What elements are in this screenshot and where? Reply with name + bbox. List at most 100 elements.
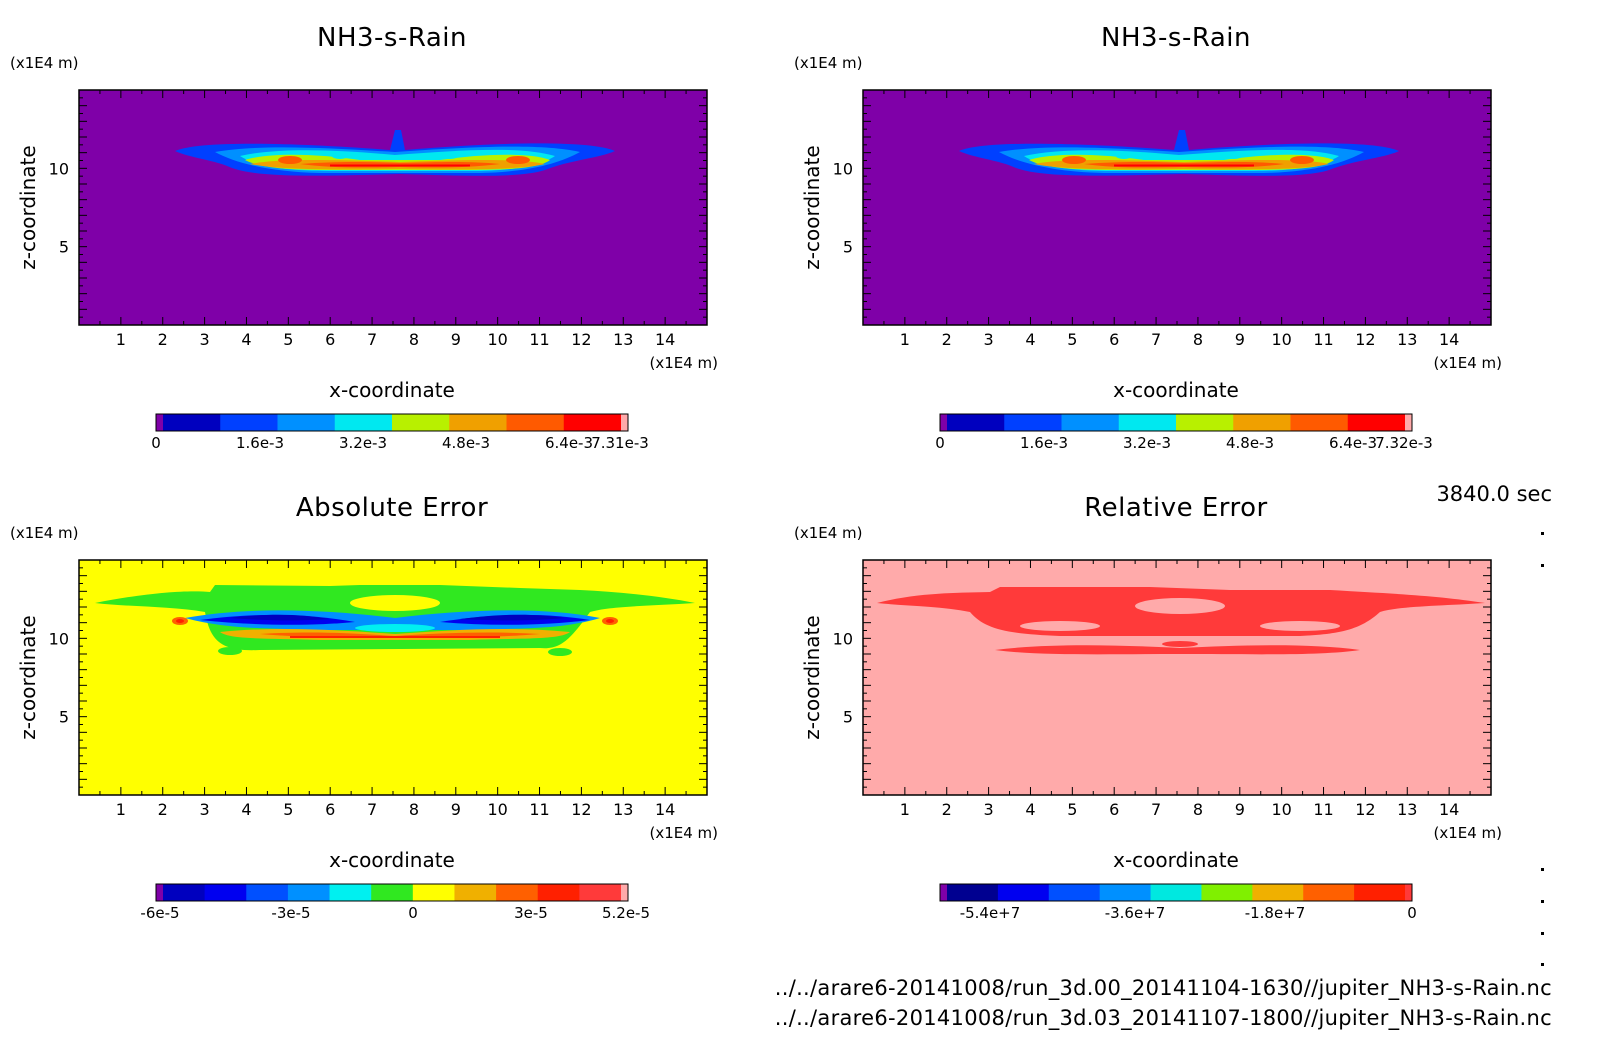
- colorbar-tick-label: 0: [935, 434, 945, 452]
- colorbar-tick-label: 1.6e-3: [1020, 434, 1068, 452]
- colorbar-swatch: [454, 884, 497, 901]
- x-tick-label: 12: [1355, 330, 1375, 349]
- y-axis-label: z-coordinate: [16, 145, 40, 269]
- x-tick-label: 7: [1151, 800, 1161, 819]
- x-tick-label: 8: [1193, 800, 1203, 819]
- decor-dot: [1541, 564, 1544, 567]
- x-tick-label: 4: [1025, 330, 1035, 349]
- y-tick-label: 10: [49, 629, 69, 648]
- x-tick-label: 11: [1313, 800, 1333, 819]
- y-tick-label: 5: [843, 238, 853, 257]
- colorbar-swatch: [1048, 884, 1101, 901]
- x-tick-label: 6: [1109, 330, 1119, 349]
- colorbar-swatch: [1405, 884, 1413, 901]
- colorbar-swatch: [621, 414, 629, 431]
- colorbar-tick-label: 0: [408, 904, 418, 922]
- colorbar-swatch: [1252, 884, 1304, 901]
- cloud-contour: [1226, 153, 1242, 159]
- decor-dot: [1541, 900, 1544, 903]
- colorbar-tick-label: 0: [1407, 904, 1417, 922]
- cloud-contour: [1114, 164, 1254, 167]
- y-tick-label: 5: [843, 708, 853, 727]
- x-axis-label: x-coordinate: [329, 848, 455, 872]
- cloud-contour: [442, 153, 458, 159]
- x-tick-label: 9: [451, 330, 461, 349]
- error-contour: [460, 614, 565, 621]
- chart-title: NH3-s-Rain: [1101, 23, 1251, 53]
- x-tick-label: 5: [1067, 330, 1077, 349]
- decor-dot: [1541, 868, 1544, 871]
- x-tick-label: 8: [409, 330, 419, 349]
- x-tick-label: 6: [1109, 800, 1119, 819]
- y-tick-label: 5: [59, 238, 69, 257]
- y-axis-label: z-coordinate: [16, 615, 40, 739]
- cloud-contour: [330, 164, 470, 167]
- colorbar-swatch: [277, 414, 336, 431]
- time-label: 3840.0 sec: [1436, 482, 1552, 506]
- chart-title: Relative Error: [1084, 493, 1268, 523]
- cloud-contour: [332, 153, 348, 159]
- x-tick-label: 10: [487, 330, 507, 349]
- colorbar-frame: [939, 413, 1413, 432]
- colorbar-swatch: [537, 884, 580, 901]
- chart-panel-4: Relative Error(x1E4 m)1 2 3 4 5 6 7 8 9 10 11 12 13 1…: [794, 493, 1502, 922]
- y-axis-label: z-coordinate: [800, 615, 824, 739]
- chart-title: NH3-s-Rain: [317, 23, 467, 53]
- error-contour: [230, 614, 330, 621]
- colorbar-swatch: [371, 884, 414, 901]
- file-path-2: ../../arare6-20141008/run_3d.03_20141107…: [774, 1006, 1552, 1030]
- colorbar-swatch: [1347, 414, 1406, 431]
- colorbar-swatch: [1099, 884, 1152, 901]
- x-tick-label: 13: [613, 330, 633, 349]
- plot-background: [863, 90, 1491, 325]
- colorbar-swatch: [156, 414, 164, 431]
- x-axis-label: x-coordinate: [329, 378, 455, 402]
- x-tick-label: 12: [571, 800, 591, 819]
- x-tick-label: 10: [487, 800, 507, 819]
- y-axis-label: z-coordinate: [800, 145, 824, 269]
- x-tick-label: 2: [942, 330, 952, 349]
- colorbar-swatch: [940, 414, 948, 431]
- x-tick-label: 12: [571, 330, 591, 349]
- x-tick-label: 2: [158, 800, 168, 819]
- y-unit-label: (x1E4 m): [794, 524, 863, 542]
- x-tick-label: 2: [942, 800, 952, 819]
- error-contour: [290, 636, 500, 638]
- x-tick-label: 1: [900, 800, 910, 819]
- colorbar-swatch: [334, 414, 393, 431]
- error-contour: [176, 619, 184, 623]
- x-tick-label: 5: [283, 330, 293, 349]
- x-tick-label: 10: [1271, 800, 1291, 819]
- colorbar-tick-label: 7.31e-3: [591, 434, 649, 452]
- decor-dot: [1541, 532, 1544, 535]
- colorbar-tick-label: 1.6e-3: [236, 434, 284, 452]
- relerr-contour: [1135, 598, 1225, 614]
- cloud-contour: [278, 156, 302, 164]
- x-tick-label: 4: [241, 800, 251, 819]
- error-contour: [548, 648, 572, 656]
- x-tick-label: 8: [409, 800, 419, 819]
- colorbar-frame: [939, 883, 1413, 902]
- x-tick-label: 5: [283, 800, 293, 819]
- colorbar-swatch: [1405, 414, 1413, 431]
- colorbar-swatch: [1061, 414, 1120, 431]
- x-tick-label: 7: [367, 330, 377, 349]
- chart-panel-2: NH3-s-Rain(x1E4 m)1 2 3 4 5 6 7 8 9 10 11 12 13 14510…: [794, 23, 1502, 452]
- x-tick-label: 3: [984, 330, 994, 349]
- decor-dot: [1541, 932, 1544, 935]
- error-contour: [218, 647, 242, 655]
- colorbar-tick-label: -3.6e+7: [1105, 904, 1166, 922]
- colorbar-swatch: [1004, 414, 1062, 431]
- colorbar-swatch: [1118, 414, 1177, 431]
- x-tick-label: 13: [1397, 330, 1417, 349]
- x-unit-label: (x1E4 m): [649, 824, 718, 842]
- x-tick-label: 7: [367, 800, 377, 819]
- colorbar-swatch: [579, 884, 622, 901]
- x-tick-label: 3: [200, 330, 210, 349]
- x-tick-label: 14: [1439, 330, 1459, 349]
- colorbar-tick-label: 6.4e-3: [545, 434, 593, 452]
- colorbar-tick-label: 3.2e-3: [339, 434, 387, 452]
- colorbar-swatch: [156, 884, 164, 901]
- x-tick-label: 9: [1235, 330, 1245, 349]
